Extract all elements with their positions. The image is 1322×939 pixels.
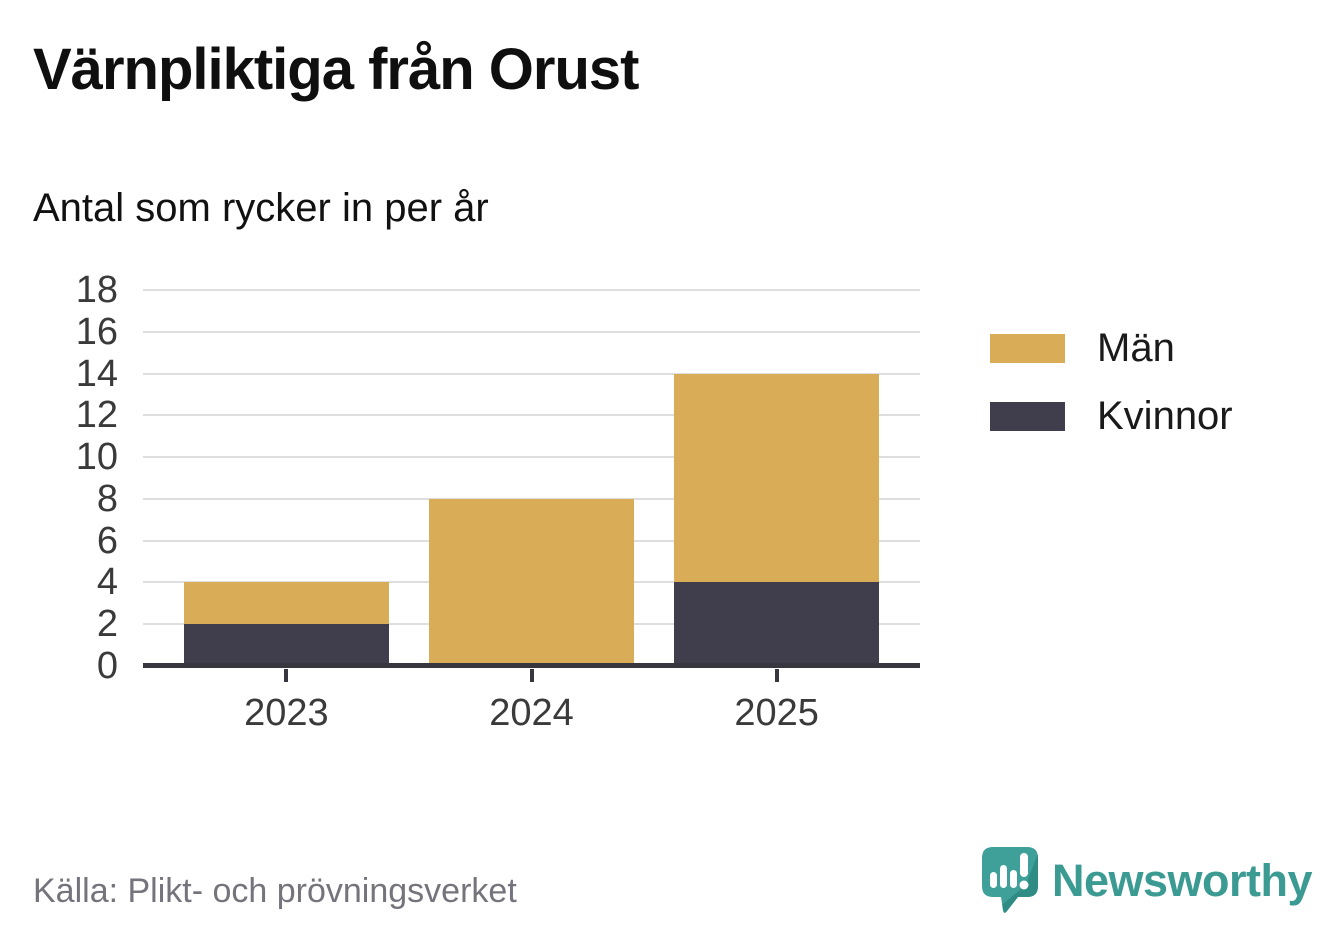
bar-segment-kvinnor-2023 [183,624,389,666]
y-axis: 0 2 4 6 8 10 12 14 16 18 [0,271,118,685]
y-tick-label-2: 2 [96,603,118,646]
y-tick-label-18: 18 [75,269,118,311]
gridline-16 [143,330,920,333]
legend-item-men: Män [990,328,1233,368]
y-tick-label-10: 10 [75,436,118,479]
chart-title: Värnpliktiga från Orust [33,37,639,102]
y-tick-label-12: 12 [75,394,118,437]
newsworthy-logo-icon [982,847,1038,913]
legend-item-women: Kvinnor [990,396,1233,436]
x-tick-label-2025: 2025 [734,692,819,734]
x-tick-mark-2025 [774,669,779,682]
chart-subtitle: Antal som rycker in per år [33,186,489,230]
legend-label-women: Kvinnor [1097,394,1233,438]
x-axis-line [143,663,920,668]
gridline-18 [143,289,920,291]
bar-segment-män-2024 [428,498,635,666]
bar-segment-män-2025 [674,373,880,583]
plot-area: 2023 2024 2025 [143,289,920,734]
legend-swatch-women [990,401,1065,431]
y-tick-label-16: 16 [75,310,118,353]
gridline-12 [143,414,920,417]
source-attribution: Källa: Plikt- och prövningsverket [33,872,517,910]
legend: Män Kvinnor [990,328,1233,464]
legend-swatch-men [990,333,1065,363]
y-tick-label-6: 6 [96,519,118,562]
y-tick-label-14: 14 [75,352,118,395]
legend-label-men: Män [1097,326,1175,370]
gridline-14 [143,372,920,375]
gridline-10 [143,456,920,459]
x-tick-label-2023: 2023 [244,692,329,734]
x-tick-mark-2023 [284,669,289,682]
x-tick-mark-2024 [529,669,534,682]
y-tick-label-8: 8 [96,477,118,520]
bar-segment-män-2023 [183,582,389,625]
y-tick-label-4: 4 [96,561,118,604]
newsworthy-brand-name: Newsworthy [1052,855,1313,906]
newsworthy-logo: Newsworthy [980,843,1313,919]
bar-segment-kvinnor-2025 [674,582,880,666]
x-tick-label-2024: 2024 [489,692,574,734]
y-tick-label-0: 0 [96,645,118,687]
